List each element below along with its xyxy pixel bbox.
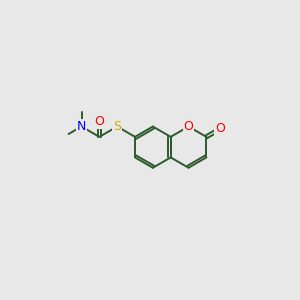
Text: O: O [215,122,225,136]
Text: O: O [94,116,104,128]
Text: O: O [184,120,194,133]
Text: N: N [77,120,86,133]
Text: S: S [113,120,121,133]
